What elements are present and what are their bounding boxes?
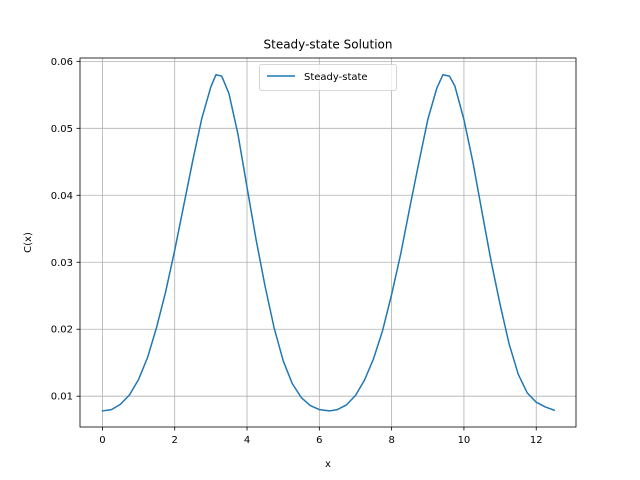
y-tick-label: 0.06 [51,57,73,68]
x-tick-label: 8 [388,435,394,446]
x-axis-label: x [325,459,331,470]
tick-layer: 0 2 4 6 8 10 12 0.01 0.02 0.03 0.04 0.05 0.06 [51,57,543,446]
grid-layer [80,58,576,427]
series-line-steady-state [101,73,556,412]
x-tick-label: 2 [172,435,178,446]
legend: Steady-state [259,64,397,91]
y-tick-label: 0.05 [51,124,73,135]
y-tick-label: 0.02 [51,325,73,336]
x-tick-label: 12 [530,435,543,446]
legend-label-steady-state: Steady-state [304,72,368,83]
y-tick-label: 0.03 [51,258,73,269]
y-tick-label: 0.01 [51,392,73,403]
x-tick-label: 0 [99,435,105,446]
series-layer [101,73,556,412]
x-tick-label: 4 [244,435,250,446]
x-tick-label: 10 [458,435,471,446]
y-tick-label: 0.04 [51,191,73,202]
x-tick-label: 6 [316,435,322,446]
chart-title: Steady-state Solution [264,38,393,52]
legend-box [259,64,397,91]
y-axis-label: C(x) [23,232,34,253]
plot-frame [79,57,577,428]
